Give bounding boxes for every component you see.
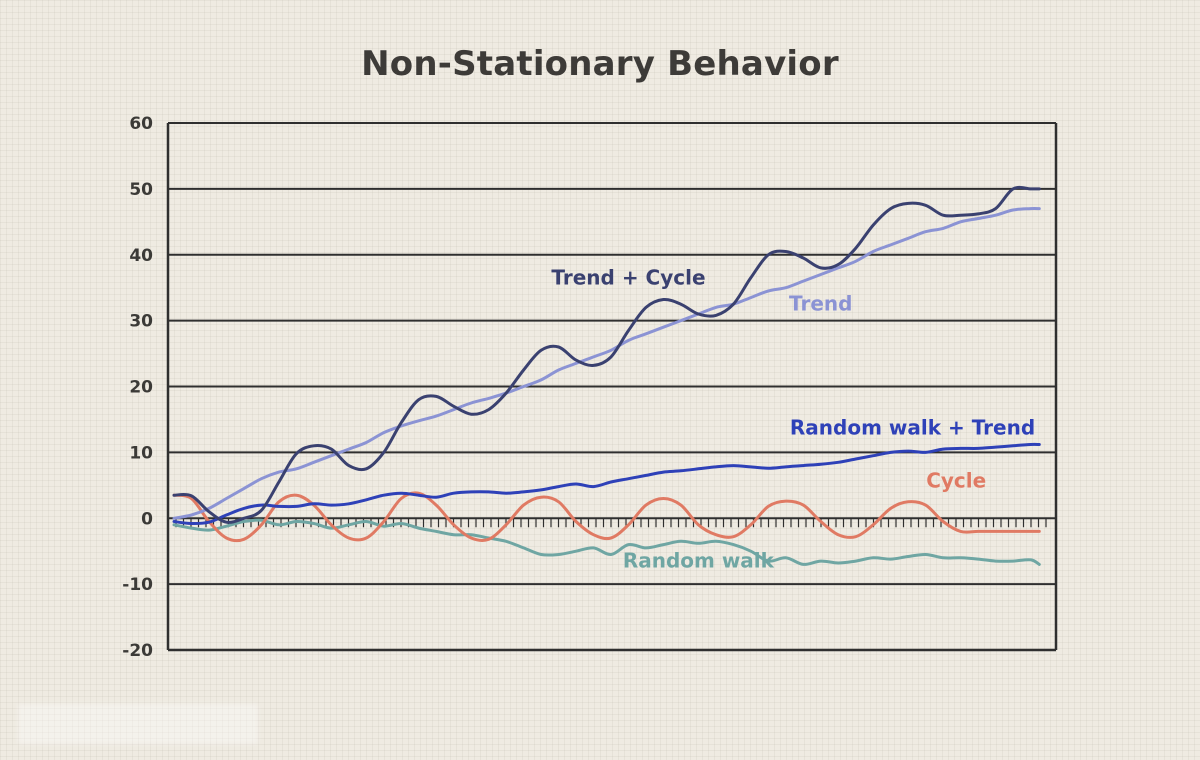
axis-layer: 60 50 40 30 20 10 0 -10 -20: [122, 114, 1058, 661]
y-tick-label: 10: [129, 443, 153, 463]
series-label-cycle: Cycle: [926, 468, 986, 492]
grid-layer: [168, 122, 1056, 586]
y-tick-label: -10: [122, 575, 153, 595]
y-tick-label: 30: [129, 312, 153, 332]
y-tick-label: 50: [129, 180, 153, 200]
chart-title: Non-Stationary Behavior: [361, 44, 839, 84]
y-tick-label: 0: [141, 509, 153, 529]
series-labels: Trend + Cycle Trend Random walk + Trend Cyc…: [551, 265, 1035, 572]
y-tick-label: 20: [129, 378, 153, 398]
series-label-random-walk-trend: Random walk + Trend: [790, 416, 1035, 440]
footer-smudge: [18, 704, 258, 744]
series-label-trend-cycle: Trend + Cycle: [551, 265, 705, 289]
series-line-random-walk: [172, 518, 1041, 566]
series-layer: [172, 185, 1041, 566]
series-line-cycle: [172, 491, 1041, 543]
y-tick-label: 60: [129, 114, 153, 134]
y-tick-label: -20: [122, 641, 153, 661]
series-line-trend-cycle: [172, 185, 1041, 524]
series-label-random-walk: Random walk: [623, 549, 775, 573]
series-line-trend: [172, 207, 1041, 520]
y-tick-label: 40: [129, 246, 153, 266]
x-axis-ticks: [175, 518, 1047, 528]
series-label-trend: Trend: [789, 292, 852, 316]
series-line-random-walk-trend: [172, 442, 1041, 526]
